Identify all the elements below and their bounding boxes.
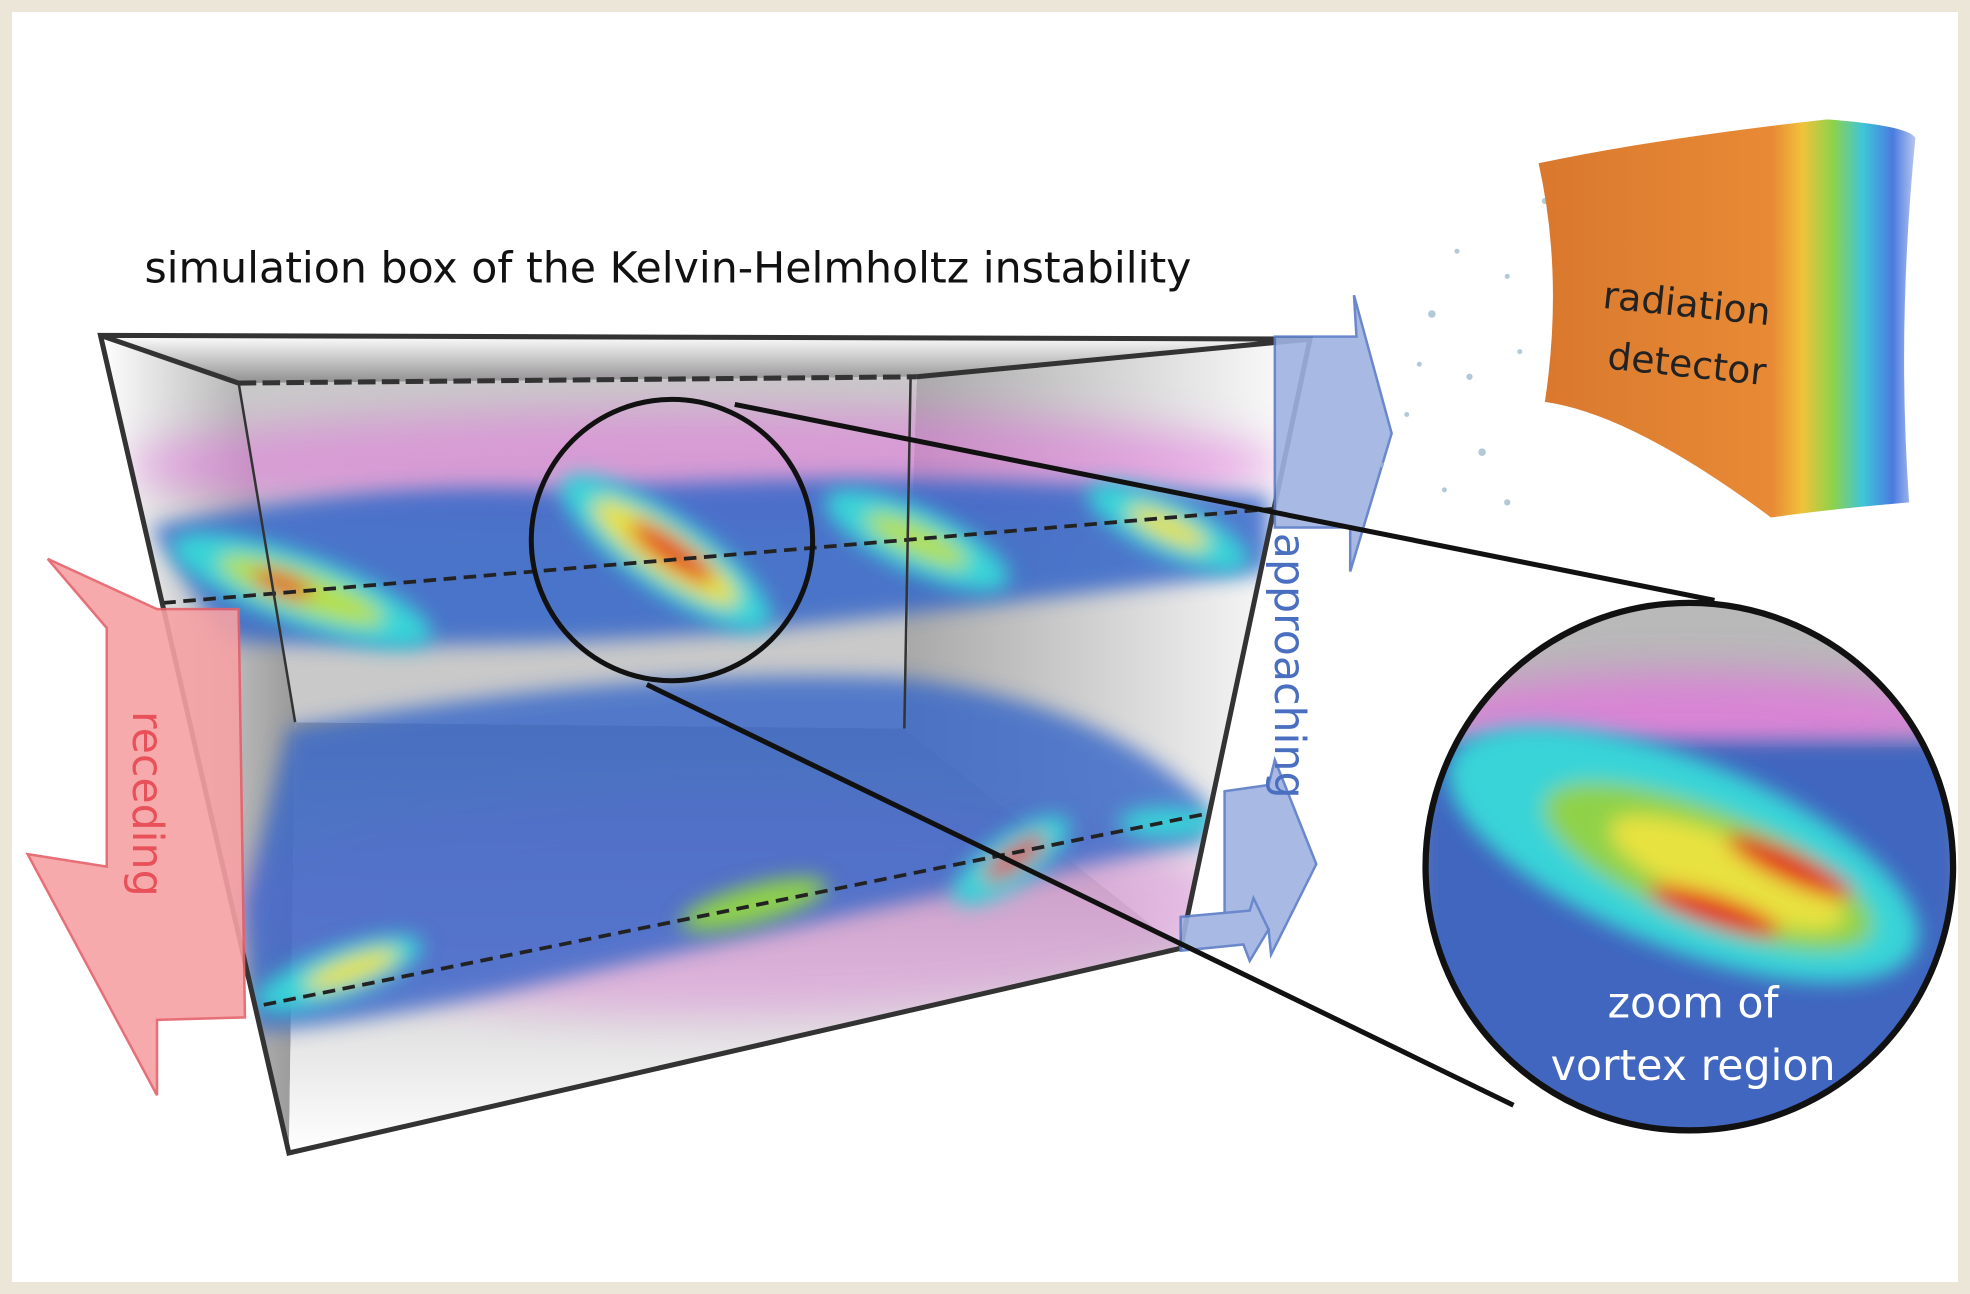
zoom-circle (1422, 599, 1957, 1134)
figure-title: simulation box of the Kelvin-Helmholtz i… (144, 244, 1191, 294)
zoom-label-line2: vortex region (1551, 1041, 1836, 1091)
approaching-arrow (1179, 294, 1393, 964)
box-walls (100, 335, 1311, 1154)
illustration: receding approaching radiation detector (25, 119, 1957, 1157)
zoom-line (645, 682, 1515, 1108)
vortex-circle (528, 396, 816, 684)
zoom-line (734, 401, 1715, 603)
emitted-particles (1379, 197, 1549, 506)
receding-arrow (25, 557, 247, 1096)
receding-label: receding (122, 711, 172, 897)
radiation-detector (1538, 119, 1916, 518)
approaching-label: approaching (1264, 533, 1314, 799)
zoom-label-line1: zoom of (1608, 978, 1780, 1028)
